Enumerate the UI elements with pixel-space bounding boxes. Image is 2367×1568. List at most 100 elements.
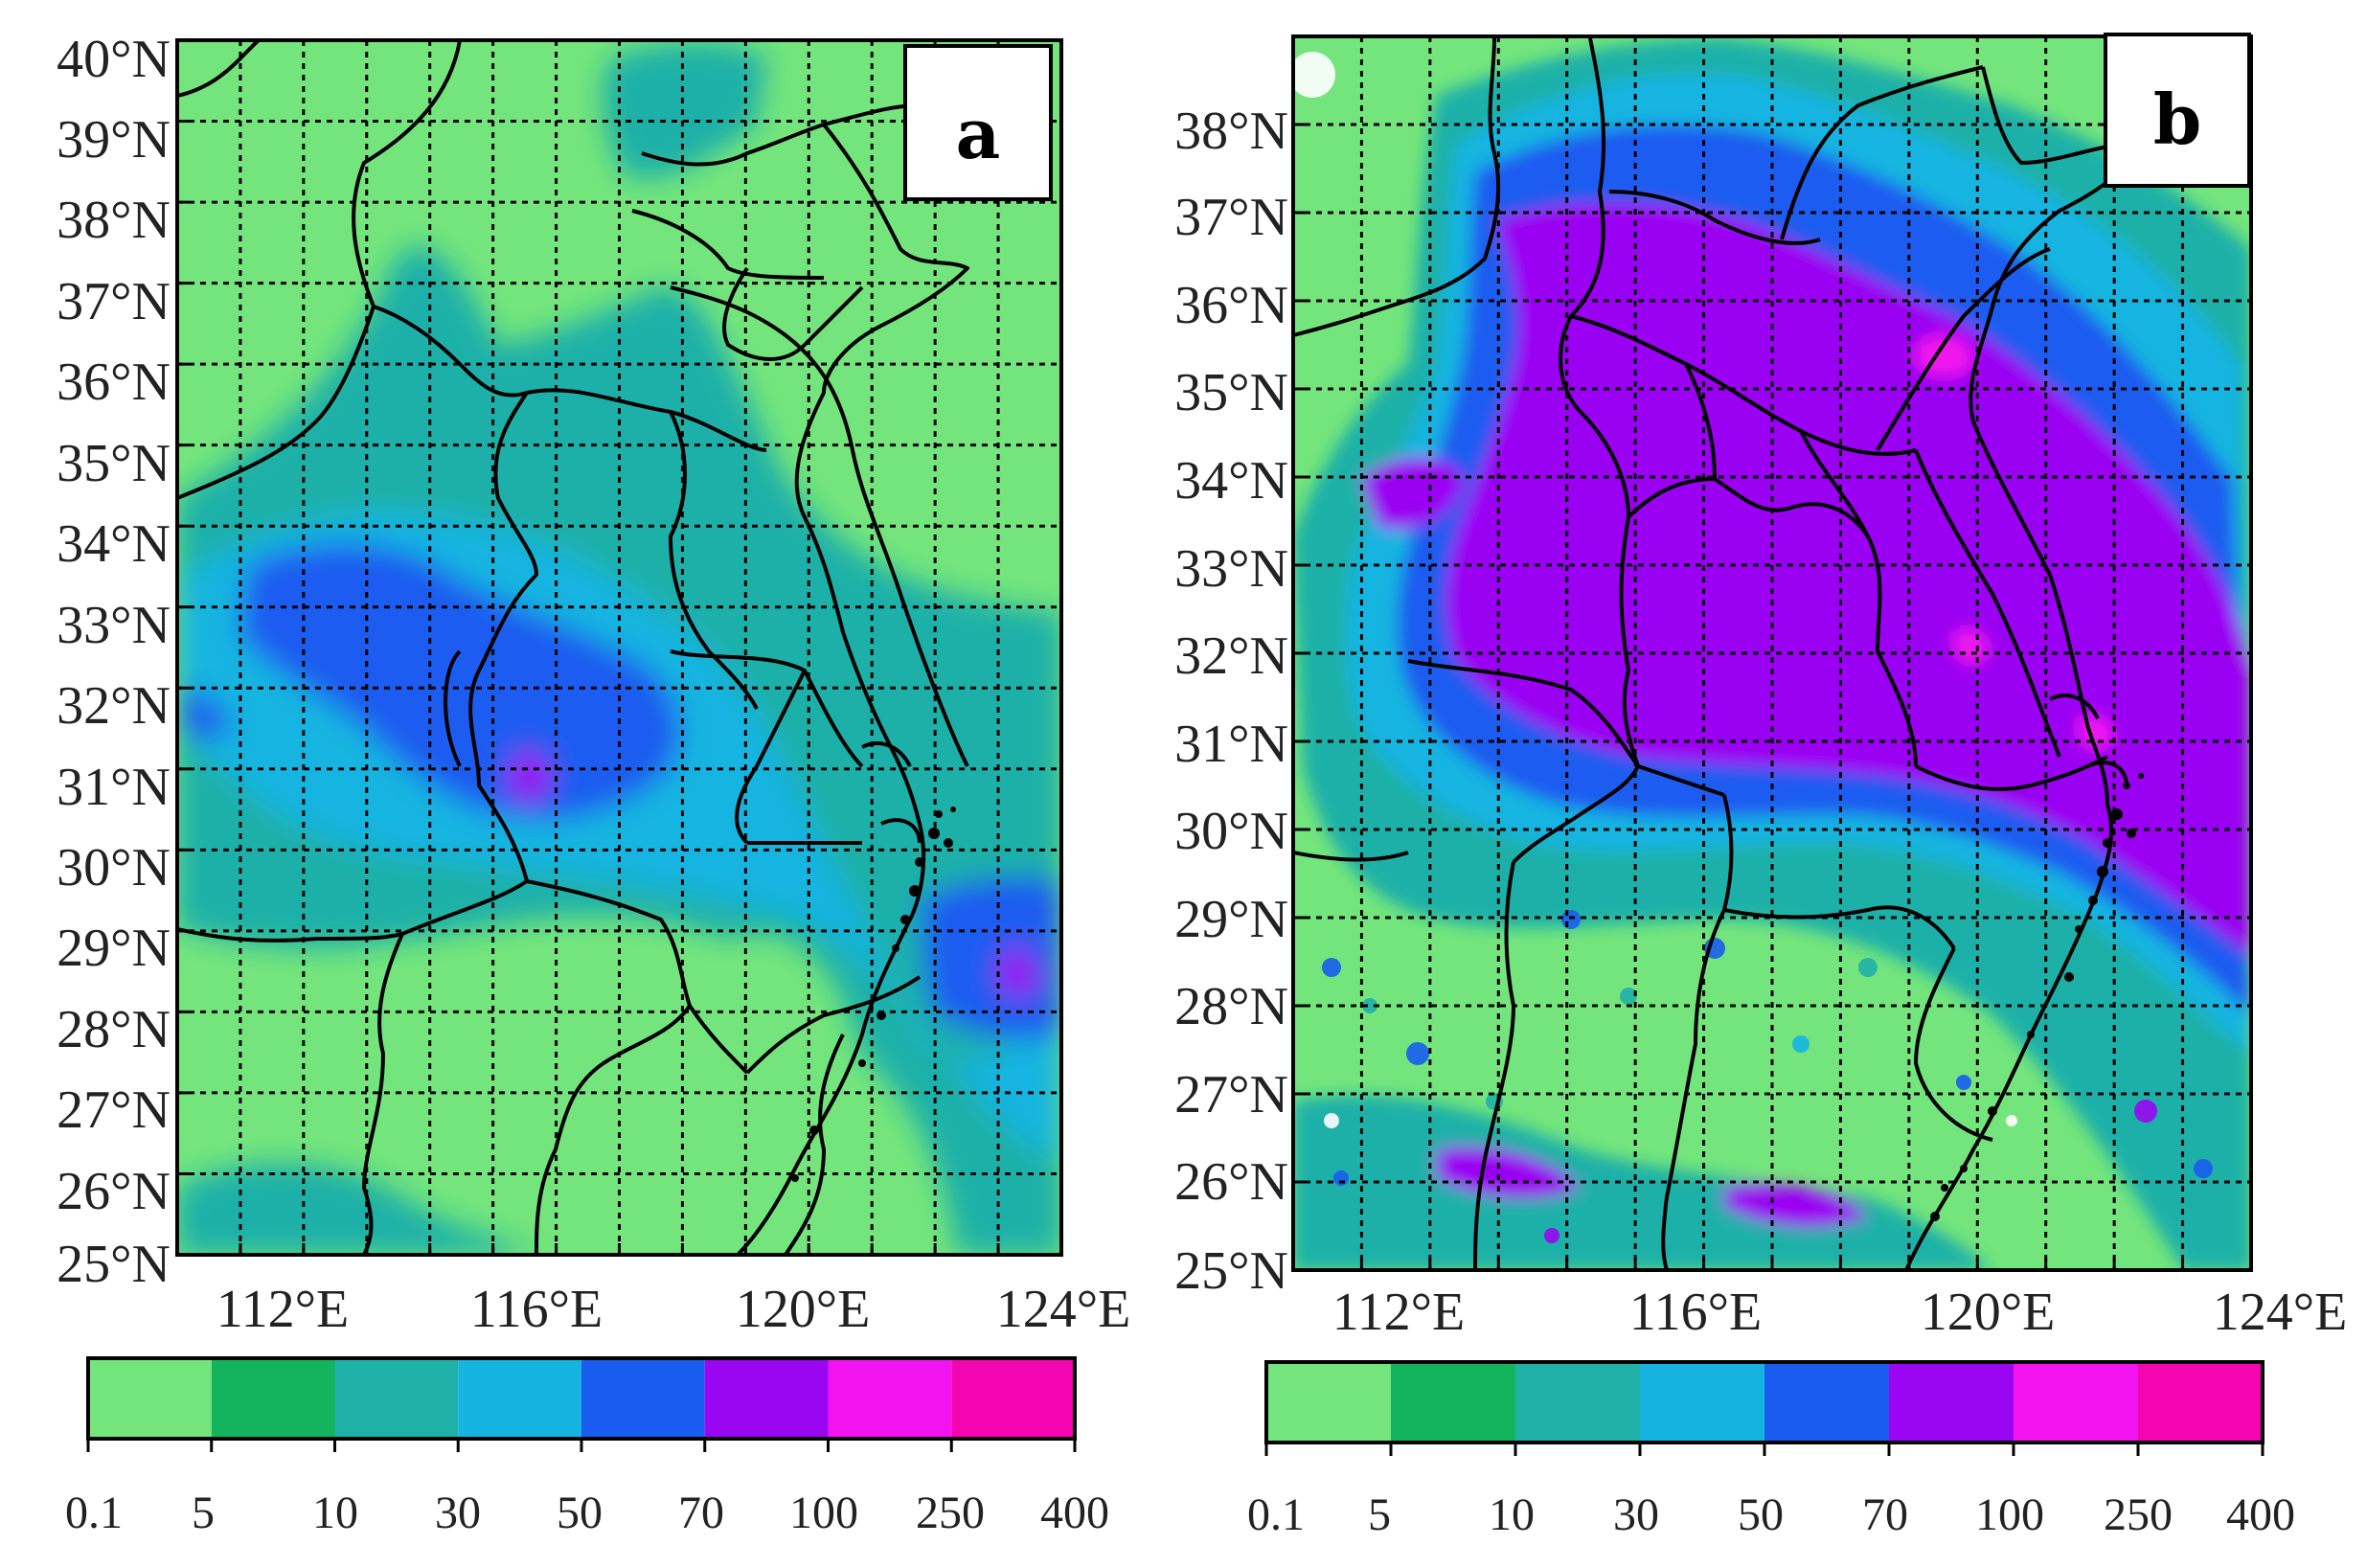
axis-ticks-a: [177, 120, 1000, 1255]
lat-label: 31°N: [1174, 715, 1288, 774]
panel-a-map: [177, 40, 1061, 1255]
precip-band-70-100: [508, 751, 551, 803]
colorbar-swatch: [88, 1358, 212, 1439]
lat-label: 37°N: [1174, 188, 1288, 247]
colorbar-tick-label: 70: [1862, 1489, 1908, 1540]
lon-label: 116°E: [470, 1280, 603, 1339]
colorbar-swatch: [1889, 1362, 2014, 1443]
colorbar-frame: [1264, 1360, 2265, 1444]
colorbar-swatch: [458, 1358, 581, 1439]
lat-label: 35°N: [1174, 363, 1288, 422]
colorbar-swatch: [211, 1358, 335, 1439]
lon-label: 120°E: [736, 1280, 871, 1339]
colorbar-tick-label: 50: [557, 1488, 603, 1538]
precip-field-b: [1293, 38, 2251, 1270]
lat-label: 34°N: [1174, 451, 1288, 511]
colorbar-tick-label: 100: [789, 1488, 858, 1538]
lon-label: 124°E: [2213, 1283, 2348, 1342]
colorbar-tick-label: 100: [1975, 1489, 2044, 1540]
graticule-b: [1293, 36, 2251, 1270]
colorbar-frame: [86, 1356, 1077, 1441]
colorbar-swatch: [704, 1358, 829, 1439]
lat-label: 25°N: [57, 1235, 171, 1294]
colorbar-labels-b: 0.1 5 10 30 50 70 100 250 400: [1247, 1489, 2295, 1540]
colorbar-tick-label: 400: [1040, 1488, 1109, 1538]
panel-label-box-b: [2104, 33, 2251, 188]
lat-label: 33°N: [57, 596, 171, 655]
lat-label: 32°N: [57, 676, 171, 736]
lon-label: 120°E: [1921, 1283, 2056, 1342]
lon-label: 116°E: [1629, 1283, 1763, 1342]
colorbar-swatch: [1391, 1362, 1515, 1443]
lat-label: 33°N: [1174, 539, 1288, 599]
lon-labels-b: 112°E 116°E 120°E 124°E: [1332, 1283, 2348, 1342]
precip-band-70-100: [1724, 1184, 1868, 1227]
lat-label: 34°N: [57, 514, 171, 574]
lat-label: 29°N: [57, 919, 171, 978]
colorbar-swatch: [1266, 1362, 1391, 1443]
colorbar-tick-label: 70: [678, 1488, 724, 1538]
panel-b-map: [1293, 36, 2251, 1270]
lat-label: 35°N: [57, 434, 171, 493]
colorbar-b: [1264, 1360, 2265, 1456]
precip-band-70-100: [1445, 202, 2251, 958]
precip-band-100-250: [1954, 628, 1989, 664]
colorbar-tick-label: 30: [1613, 1489, 1659, 1540]
colorbar-swatch: [1764, 1362, 1889, 1443]
panel-a: a 40°N 39°N 38°N 37°N 36°N 35°N 34°N 33°…: [57, 30, 1130, 1538]
lat-label: 36°N: [1174, 276, 1288, 335]
colorbar-swatch: [2014, 1362, 2138, 1443]
precip-band-70-100: [1437, 1147, 1581, 1198]
lat-label: 25°N: [1174, 1241, 1288, 1301]
lon-label: 112°E: [216, 1280, 350, 1339]
precip-band-70-100: [996, 947, 1038, 998]
panel-b: b 38°N 37°N 36°N 35°N 34°N 33°N 32°N 31°…: [1174, 33, 2348, 1540]
precip-field-a: [177, 43, 1061, 1255]
axis-ticks-b: [1293, 123, 2185, 1270]
colorbar-labels-a: 0.1 5 10 30 50 70 100 250 400: [65, 1488, 1109, 1538]
panel-label-a: a: [956, 93, 1001, 174]
lat-labels-a: 40°N 39°N 38°N 37°N 36°N 35°N 34°N 33°N …: [57, 30, 171, 1294]
lat-label: 30°N: [1174, 802, 1288, 861]
lon-label: 124°E: [996, 1280, 1131, 1339]
lat-label: 32°N: [1174, 626, 1288, 686]
colorbar-swatch: [951, 1358, 1075, 1439]
lat-label: 27°N: [57, 1080, 171, 1140]
colorbar-tick-label: 250: [2104, 1489, 2173, 1540]
colorbar-swatch: [1640, 1362, 1764, 1443]
precip-band-70-100: [1360, 457, 1466, 530]
colorbar-swatch: [2138, 1362, 2263, 1443]
lon-labels-a: 112°E 116°E 120°E 124°E: [216, 1280, 1131, 1339]
colorbar-tick-label: 0.1: [65, 1488, 123, 1538]
colorbar-tick-label: 400: [2226, 1489, 2295, 1540]
province-borders-b: [1293, 37, 2108, 1270]
colorbar-tick-label: 10: [1489, 1489, 1535, 1540]
lat-label: 38°N: [57, 191, 171, 250]
precip-band-50-70: [239, 544, 680, 820]
lat-label: 39°N: [57, 110, 171, 170]
colorbar-swatch: [334, 1358, 459, 1439]
precip-band-10-30: [603, 43, 766, 179]
colorbar-tick-label: 5: [1368, 1489, 1391, 1540]
precip-band-50-70: [182, 690, 230, 739]
colorbar-swatch: [1515, 1362, 1640, 1443]
panel-label-box-a: [903, 44, 1053, 201]
lat-label: 28°N: [1174, 977, 1288, 1036]
lat-label: 37°N: [57, 272, 171, 331]
colorbar-swatch: [581, 1358, 705, 1439]
lat-label: 40°N: [57, 30, 171, 89]
lat-label: 26°N: [57, 1162, 171, 1221]
lat-label: 38°N: [1174, 102, 1288, 161]
lat-label: 36°N: [57, 352, 171, 412]
lat-label: 31°N: [57, 758, 171, 817]
colorbar-a: [86, 1356, 1077, 1452]
lon-label: 112°E: [1332, 1283, 1466, 1342]
colorbar-tick-label: 5: [192, 1488, 215, 1538]
lat-label: 28°N: [57, 1000, 171, 1059]
islands-b: [1930, 773, 2144, 1221]
colorbar-tick-label: 0.1: [1247, 1489, 1305, 1540]
panel-label-b: b: [2153, 79, 2201, 160]
colorbar-swatch: [828, 1358, 952, 1439]
precip-band-50-70: [920, 877, 1061, 1038]
